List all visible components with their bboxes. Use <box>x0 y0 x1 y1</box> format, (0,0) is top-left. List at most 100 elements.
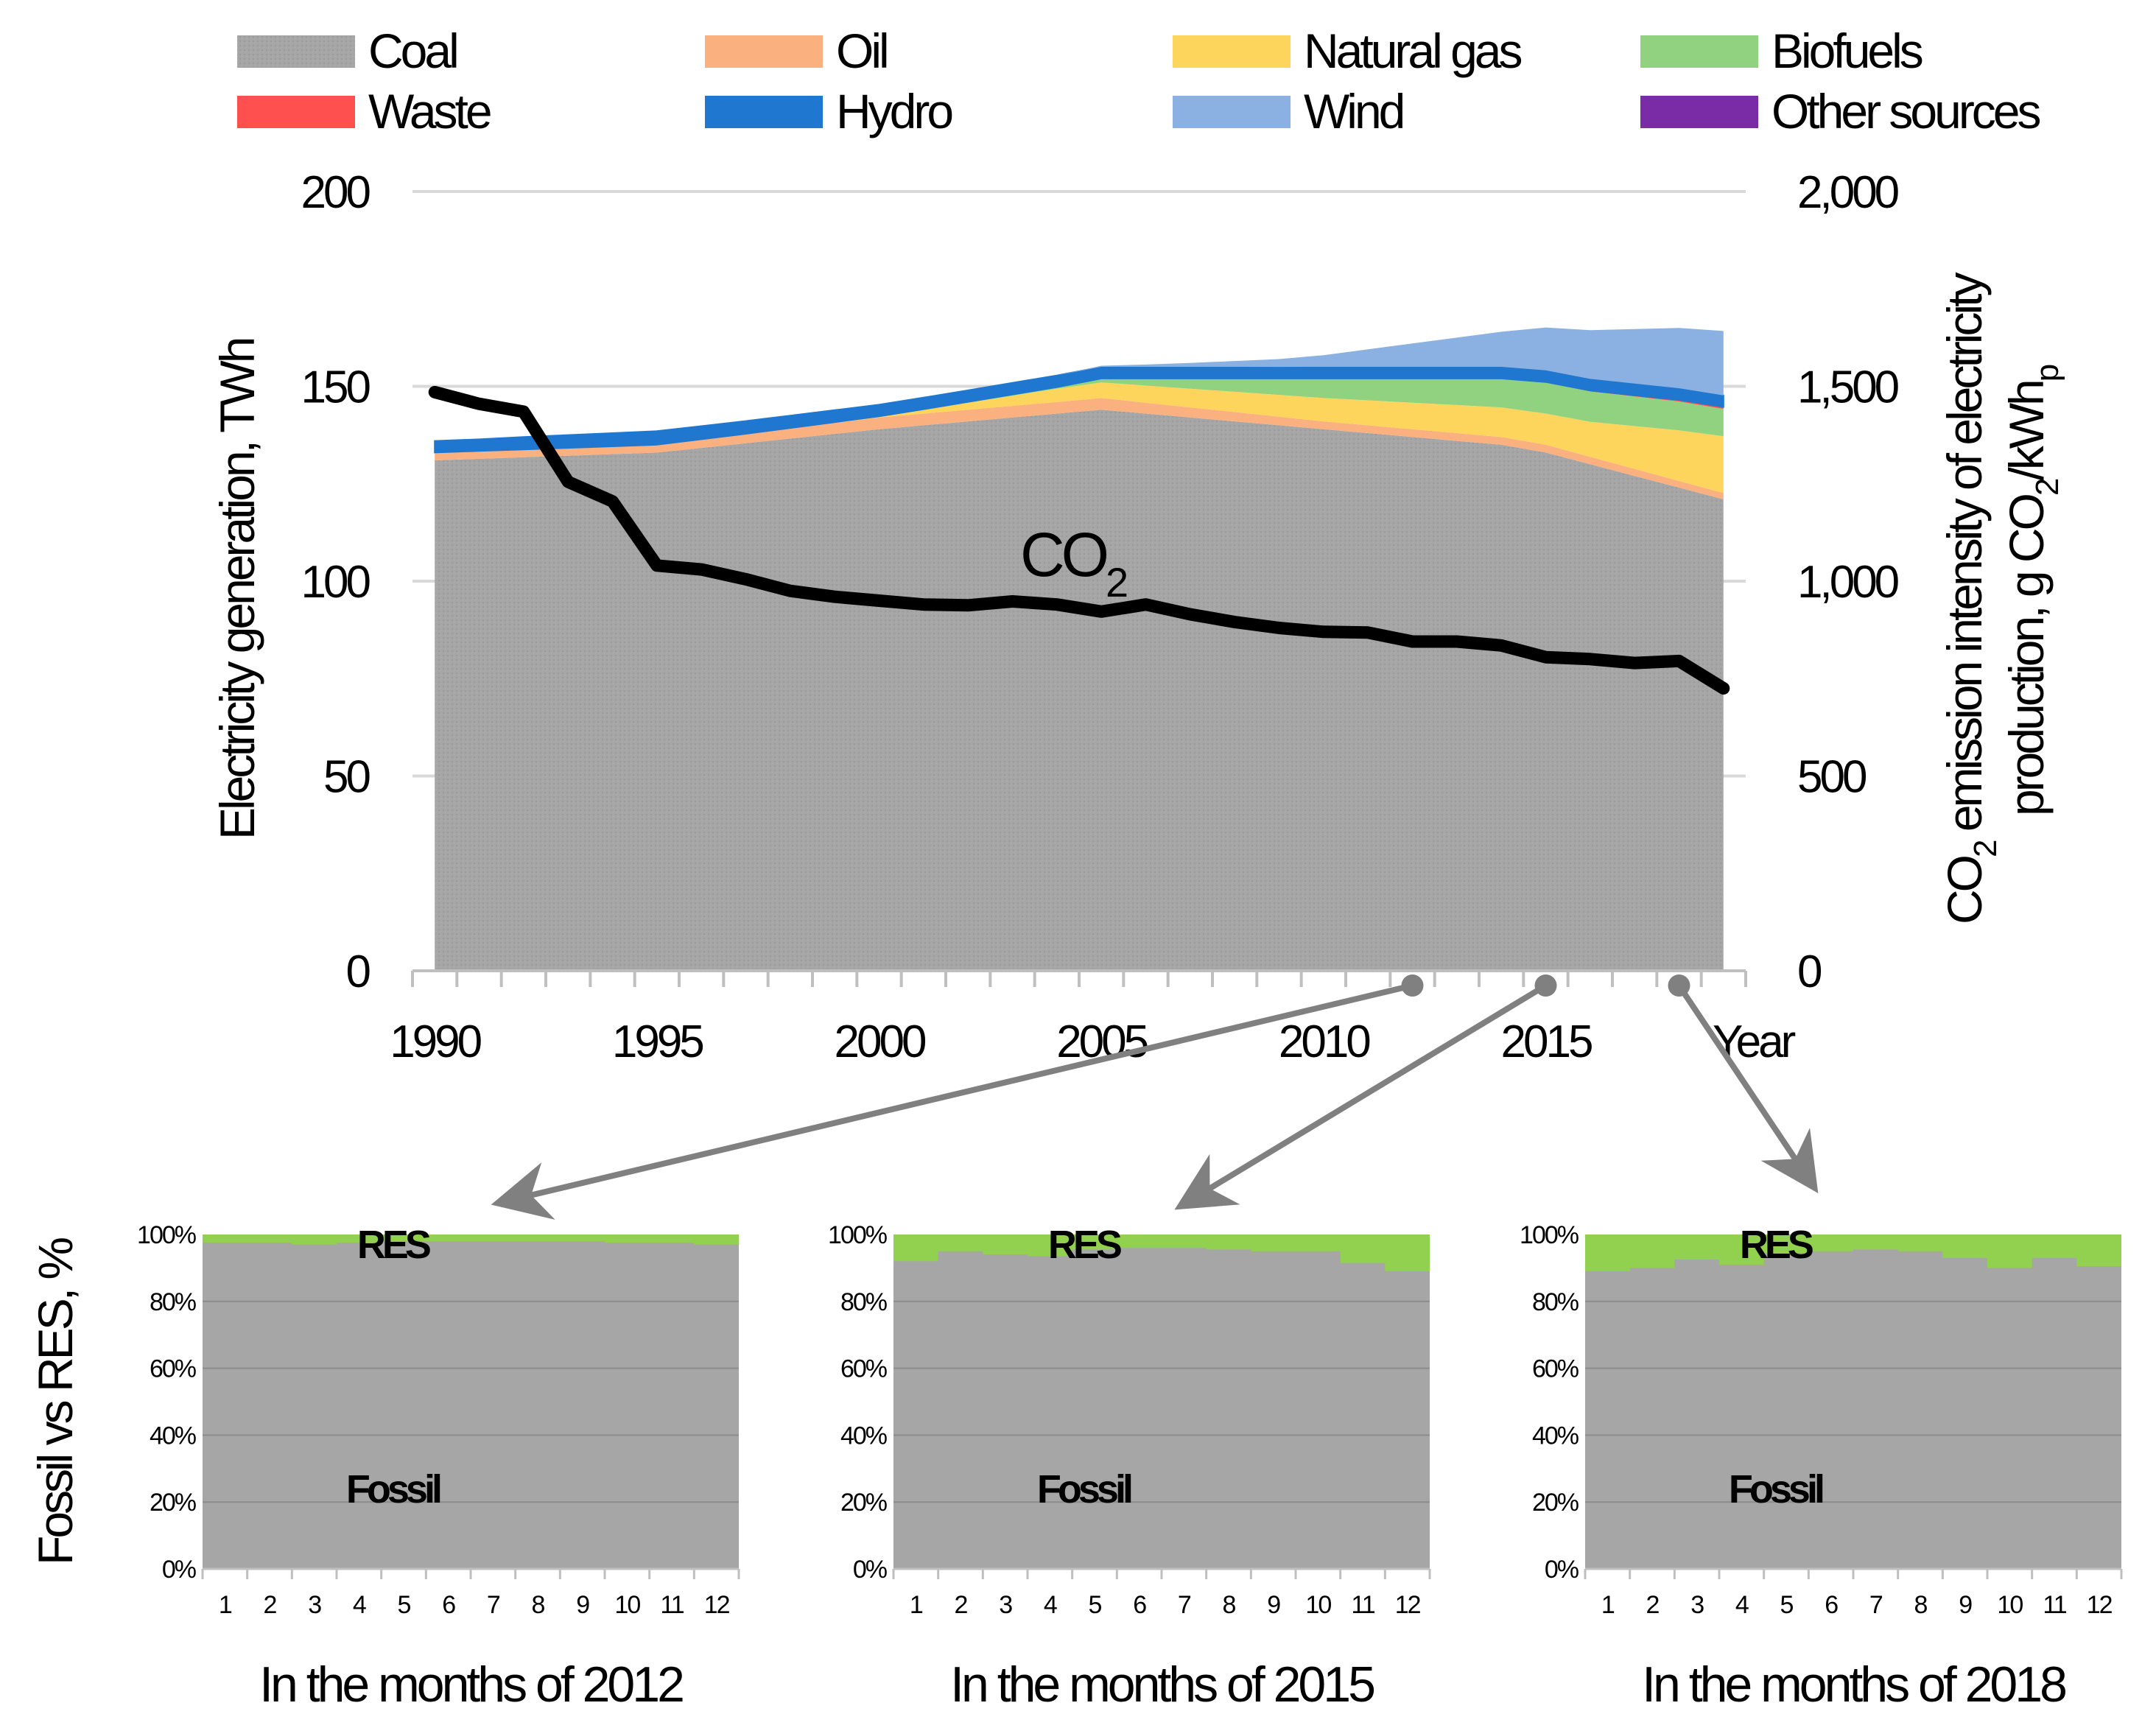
x-tick-label: 2000 <box>835 1016 926 1067</box>
panel-2015: 0%20%40%60%80%100%1 2 3 4 5 6 7 8 9 10 11 12RESFoss… <box>828 1221 1431 1713</box>
y-tick-label-left: 0 <box>346 946 371 997</box>
y-tick-label-right: 1,000 <box>1797 557 1899 608</box>
panel-x-tick-label: 1 <box>219 1591 232 1619</box>
res-label: RES <box>357 1223 430 1267</box>
panel-x-tick-label: 6 <box>1133 1591 1146 1619</box>
panel-x-tick-label: 8 <box>1914 1591 1928 1619</box>
x-tick-label: 2015 <box>1501 1016 1592 1067</box>
x-tick-label: 1995 <box>612 1016 703 1067</box>
legend-label-hydro: Hydro <box>836 84 952 138</box>
co2-series <box>428 385 1730 695</box>
legend-swatch-coal <box>237 35 355 68</box>
y-axis-title-right-line2: production, g CO2/kWhp <box>1999 365 2065 816</box>
panel-title: In the months of 2015 <box>950 1657 1374 1713</box>
panel-x-tick-label: 7 <box>487 1591 500 1619</box>
legend-swatch-other-sources <box>1640 96 1758 128</box>
y-tick-label-right: 500 <box>1797 752 1867 803</box>
panel-x-tick-label: 9 <box>576 1591 589 1619</box>
x-tick-label: 2010 <box>1279 1016 1370 1067</box>
panel-x-tick-label: 12 <box>2087 1591 2113 1619</box>
y-tick-label-right: 0 <box>1797 946 1822 997</box>
panel-y-tick-label: 80% <box>1532 1288 1579 1316</box>
legend-swatch-oil <box>705 35 823 68</box>
panel-x-tick-label: 4 <box>1044 1591 1057 1619</box>
panel-x-tick-label: 6 <box>1825 1591 1838 1619</box>
legend-label-oil: Oil <box>836 24 887 78</box>
panel-x-tick-label: 4 <box>353 1591 366 1619</box>
area-coal <box>435 410 1724 971</box>
fossil-area <box>203 1241 739 1569</box>
panel-x-tick-label: 12 <box>704 1591 730 1619</box>
panel-x-tick-label: 9 <box>1267 1591 1280 1619</box>
connector-arrow-2012 <box>491 983 1414 1220</box>
y-axis-title-left: Electricity generation, TWh <box>210 339 264 840</box>
panel-2018: 0%20%40%60%80%100%1 2 3 4 5 6 7 8 9 10 11 12RESFoss… <box>1520 1221 2123 1713</box>
panel-y-tick-label: 40% <box>1532 1422 1579 1450</box>
panel-x-tick-label: 2 <box>264 1591 277 1619</box>
panel-y-tick-label: 60% <box>1532 1355 1579 1383</box>
panel-y-tick-label: 0% <box>162 1556 197 1584</box>
monthly-panels: 0%20%40%60%80%100%1 2 3 4 5 6 7 8 9 10 11 12RESFoss… <box>137 1221 2123 1713</box>
panel-x-tick-label: 8 <box>1223 1591 1236 1619</box>
panel-x-tick-label: 3 <box>999 1591 1012 1619</box>
panel-y-tick-label: 100% <box>828 1221 888 1249</box>
panel-y-tick-label: 80% <box>150 1288 197 1316</box>
legend-label-coal: Coal <box>368 24 457 78</box>
area-wind <box>435 327 1724 441</box>
legend-label-biofuels: Biofuels <box>1771 24 1923 78</box>
main-axes: 1990 1995 2000 2005 2010 2015 <box>390 969 1747 1067</box>
area-natural-gas <box>435 382 1724 494</box>
panel-y-tick-label: 0% <box>853 1556 888 1584</box>
res-label: RES <box>1740 1223 1813 1267</box>
panel-x-tick-label: 10 <box>614 1591 640 1619</box>
legend-label-other-sources: Other sources <box>1771 84 2040 138</box>
panel-x-tick-label: 2 <box>955 1591 968 1619</box>
x-axis-title: Year <box>1713 1016 1796 1067</box>
x-tick-label: 1990 <box>390 1016 481 1067</box>
panel-x-tick-label: 2 <box>1646 1591 1660 1619</box>
panel-x-tick-label: 3 <box>308 1591 321 1619</box>
panel-x-tick-label: 4 <box>1735 1591 1749 1619</box>
legend-label-waste: Waste <box>368 84 491 138</box>
panel-y-tick-label: 60% <box>840 1355 888 1383</box>
main-areas <box>434 327 1724 971</box>
legend-label-natural-gas: Natural gas <box>1304 24 1522 78</box>
panel-x-tick-label: 11 <box>2043 1591 2066 1619</box>
panel-y-tick-label: 40% <box>840 1422 888 1450</box>
connector-arrow-2015 <box>1174 983 1548 1210</box>
panel-y-tick-label: 60% <box>150 1355 197 1383</box>
y-tick-label-left: 200 <box>301 167 371 218</box>
panel-x-tick-label: 5 <box>1089 1591 1102 1619</box>
panel-x-tick-label: 7 <box>1178 1591 1191 1619</box>
area-oil <box>435 398 1724 499</box>
fossil-label: Fossil <box>1729 1467 1823 1511</box>
legend-swatch-natural-gas <box>1173 35 1291 68</box>
panel-y-tick-label: 100% <box>137 1221 197 1249</box>
area-hydro <box>434 366 1724 454</box>
panel-x-tick-label: 1 <box>1601 1591 1615 1619</box>
fossil-label: Fossil <box>1037 1467 1131 1511</box>
legend-swatch-wind <box>1173 96 1291 128</box>
y-tick-label-right: 2,000 <box>1797 167 1899 218</box>
legend: Coal Oil Natural gas Biofuels Waste Hydro Wind… <box>237 24 2043 138</box>
co2-line <box>428 385 1730 695</box>
panel-y-tick-label: 20% <box>150 1489 197 1517</box>
panel-x-tick-label: 1 <box>910 1591 923 1619</box>
panel-y-tick-label: 40% <box>150 1422 197 1450</box>
panel-x-tick-label: 10 <box>1997 1591 2023 1619</box>
y-tick-label-left: 50 <box>323 752 370 803</box>
y-tick-label-right: 1,500 <box>1797 362 1899 413</box>
panel-x-tick-label: 12 <box>1395 1591 1421 1619</box>
legend-swatch-waste <box>237 96 355 128</box>
panel-y-tick-label: 80% <box>840 1288 888 1316</box>
panel-x-tick-label: 9 <box>1959 1591 1972 1619</box>
y-tick-label-left: 100 <box>301 557 371 608</box>
panel-x-tick-label: 5 <box>1780 1591 1794 1619</box>
panel-y-tick-label: 0% <box>1545 1556 1579 1584</box>
panel-x-tick-label: 7 <box>1869 1591 1883 1619</box>
area-biofuels <box>435 378 1724 453</box>
panel-y-tick-label: 20% <box>1532 1489 1579 1517</box>
res-label: RES <box>1048 1223 1121 1267</box>
